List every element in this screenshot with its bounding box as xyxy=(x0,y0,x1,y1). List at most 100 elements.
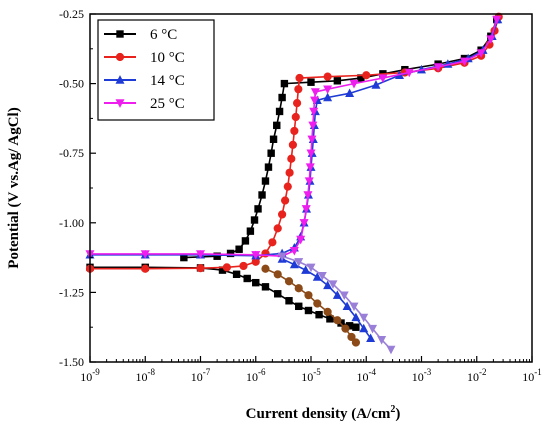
series-line xyxy=(281,258,372,339)
series-point xyxy=(289,246,299,256)
series-point xyxy=(351,312,361,322)
x-tick-label: 10-7 xyxy=(191,367,211,384)
series-point xyxy=(304,291,313,300)
series-point xyxy=(140,250,150,259)
series-point xyxy=(285,168,294,177)
series-point xyxy=(347,332,356,342)
legend-item: 6 °C xyxy=(104,27,177,43)
series-point xyxy=(296,235,306,245)
y-tick-label: -0.75 xyxy=(59,146,84,160)
series-point xyxy=(289,259,299,269)
series-point xyxy=(306,263,316,273)
x-tick-label: 10-4 xyxy=(357,367,377,384)
series-point xyxy=(317,271,327,281)
series-point xyxy=(292,98,302,108)
series-point xyxy=(261,283,270,291)
series-point xyxy=(239,261,248,271)
series-point xyxy=(332,290,342,299)
series-point xyxy=(295,73,304,83)
series-point xyxy=(278,93,286,102)
series-point xyxy=(486,35,496,44)
series-point xyxy=(342,301,352,311)
legend-item: 14 °C xyxy=(104,73,185,89)
series-point xyxy=(404,68,414,78)
series-point xyxy=(273,224,282,233)
series-point xyxy=(196,264,205,273)
x-tick-label: 10-9 xyxy=(80,367,100,384)
series-point xyxy=(328,280,338,289)
series-point xyxy=(254,205,262,213)
y-axis-title: Potential (V vs.Ag/ AgCl) xyxy=(6,107,22,268)
series-point xyxy=(222,263,231,272)
series-point xyxy=(359,313,369,323)
series-point xyxy=(359,323,369,333)
series-point xyxy=(368,324,378,334)
series-point xyxy=(290,126,299,136)
series-point xyxy=(291,112,300,122)
series-point xyxy=(307,135,317,145)
legend-marker xyxy=(115,75,125,84)
legend-label: 14 °C xyxy=(150,73,185,89)
series-point xyxy=(351,338,361,347)
series-point xyxy=(349,79,359,89)
series-point xyxy=(323,85,333,95)
series-point xyxy=(313,299,322,308)
series-point xyxy=(308,121,318,131)
x-tick-label: 10-2 xyxy=(467,367,487,384)
legend-marker xyxy=(115,52,125,62)
series-7 xyxy=(85,15,502,262)
series-point xyxy=(433,63,443,72)
series-point xyxy=(349,302,359,312)
series-point xyxy=(301,265,311,274)
series-point xyxy=(284,277,294,286)
series-point xyxy=(333,77,342,85)
series-point xyxy=(339,291,349,301)
series-point xyxy=(341,324,350,333)
series-point xyxy=(268,238,277,247)
series-point xyxy=(243,274,251,283)
series-point xyxy=(476,49,486,58)
y-tick-label: -0.50 xyxy=(59,77,84,91)
series-point xyxy=(285,297,293,305)
series-point xyxy=(213,252,221,260)
series-layer xyxy=(85,12,503,355)
legend-item: 25 °C xyxy=(104,96,185,112)
series-line xyxy=(265,268,357,344)
series-1 xyxy=(180,15,501,262)
series-point xyxy=(287,154,296,163)
series-point xyxy=(294,284,303,293)
series-point xyxy=(264,163,273,171)
series-point xyxy=(362,71,371,80)
legend-marker xyxy=(115,99,125,108)
series-point xyxy=(261,177,270,185)
series-point xyxy=(241,237,250,245)
x-tick-label: 10-1 xyxy=(522,367,542,384)
series-point xyxy=(323,307,332,316)
x-tick-label: 10-6 xyxy=(246,367,266,384)
y-tick-label: -0.25 xyxy=(59,7,84,21)
series-point xyxy=(305,163,315,172)
legend: 6 °C 10 °C 14 °C 25 °C xyxy=(97,19,215,121)
series-6 xyxy=(277,254,376,343)
series-point xyxy=(377,336,387,345)
series-point xyxy=(278,210,287,219)
legend-item: 10 °C xyxy=(104,50,185,66)
series-point xyxy=(304,177,314,186)
series-line xyxy=(183,19,498,259)
series-point xyxy=(246,227,255,235)
x-tick-label: 10-8 xyxy=(136,367,156,384)
series-point xyxy=(323,92,333,102)
series-point xyxy=(294,85,303,94)
axis-layer: 10-9 10-8 10-7 10-6 10-5 10-4 10-3 10-2 10-1 -0.2… xyxy=(59,7,542,384)
legend-label: 10 °C xyxy=(150,50,185,66)
series-point xyxy=(312,272,322,281)
series-2 xyxy=(86,263,360,331)
series-point xyxy=(261,264,270,273)
series-point xyxy=(280,79,289,88)
series-point xyxy=(326,315,334,323)
series-4 xyxy=(261,264,361,347)
series-point xyxy=(274,290,282,298)
series-point xyxy=(258,191,266,199)
series-point xyxy=(252,278,260,287)
